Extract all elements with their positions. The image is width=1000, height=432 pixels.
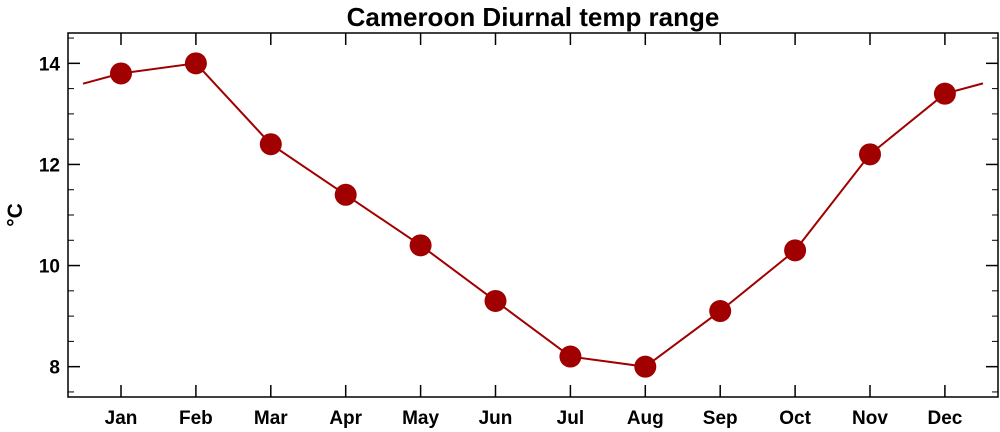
chart-title: Cameroon Diurnal temp range [346,2,720,32]
data-point [859,143,881,166]
data-point [709,300,732,323]
data-point [409,234,432,257]
data-point [784,239,807,262]
x-tick-label: Apr [329,408,362,429]
tick-labels: 8 10 12 14 Jan Feb Mar Apr May Jun Jul Aug Sep Oct Nov… [39,54,963,429]
plot-frame [67,32,999,398]
x-tick-label: May [402,408,439,429]
data-point [184,52,207,75]
x-tick-label: Jul [557,408,584,429]
axis-ticks [68,33,998,397]
x-tick-label: Jan [105,408,138,429]
x-tick-label: Aug [627,408,664,429]
data-point [484,289,507,312]
y-tick-label: 10 [39,257,60,278]
y-tick-label: 14 [39,54,61,75]
x-tick-label: Nov [852,408,888,429]
data-point [933,82,956,105]
data-point [634,355,657,378]
data-series [82,52,984,378]
y-tick-label: 8 [49,358,60,379]
y-axis-label: °C [4,203,27,227]
x-tick-label: Oct [779,408,811,429]
x-tick-label: Feb [179,408,213,429]
data-point [259,133,282,156]
x-tick-label: Jun [479,408,513,429]
y-tick-label: 12 [39,155,60,176]
data-point [110,62,132,85]
x-tick-label: Dec [927,408,962,429]
x-tick-label: Mar [254,408,288,429]
data-point [559,345,582,368]
x-tick-label: Sep [703,408,738,429]
data-point [334,183,357,206]
series-line [82,62,984,368]
